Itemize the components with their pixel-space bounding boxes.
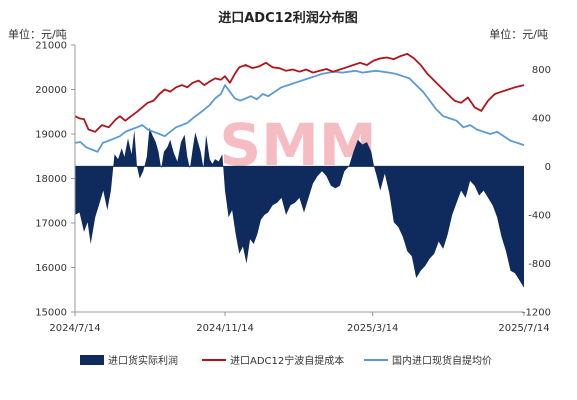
axes: 15000 16000 17000 18000 19000 20000 21000 -1200… xyxy=(35,41,551,335)
x-tick-label: 2024/7/14 xyxy=(49,323,100,334)
left-tick-label: 17000 xyxy=(35,219,67,230)
right-tick-label: -800 xyxy=(528,259,551,270)
legend-price: 国内进口现货自提均价 xyxy=(364,354,492,367)
right-tick-label: -400 xyxy=(528,210,551,221)
right-axis-unit: 单位：元/吨 xyxy=(489,27,548,41)
legend-profit: 进口货实际利润 xyxy=(80,354,178,367)
legend-cost: 进口ADC12宁波自提成本 xyxy=(202,354,344,367)
left-tick-label: 18000 xyxy=(35,174,67,185)
legend-label: 国内进口现货自提均价 xyxy=(392,354,492,367)
left-tick-label: 16000 xyxy=(35,263,67,274)
price-line xyxy=(74,69,525,153)
x-tick-label: 2025/7/14 xyxy=(498,323,549,334)
right-tick-label: 0 xyxy=(545,162,551,173)
right-tick-label: -1200 xyxy=(522,308,551,319)
left-tick-label: 15000 xyxy=(35,308,67,319)
profit-area xyxy=(75,127,524,288)
legend: 进口货实际利润 进口ADC12宁波自提成本 国内进口现货自提均价 xyxy=(80,354,492,367)
x-tick-label: 2024/11/14 xyxy=(196,323,254,334)
right-tick-label: 400 xyxy=(532,113,551,124)
legend-label: 进口ADC12宁波自提成本 xyxy=(230,354,344,367)
right-tick-label: 800 xyxy=(532,65,551,76)
left-tick-label: 20000 xyxy=(35,85,67,96)
legend-swatch xyxy=(80,355,104,365)
left-tick-label: 21000 xyxy=(35,41,67,52)
cost-line xyxy=(74,53,525,133)
legend-label: 进口货实际利润 xyxy=(108,354,178,367)
left-axis-unit: 单位：元/吨 xyxy=(8,27,67,41)
plot-area xyxy=(74,53,525,288)
x-tick-label: 2025/3/14 xyxy=(347,323,398,334)
chart-title: 进口ADC12利润分布图 xyxy=(218,10,357,26)
left-tick-label: 19000 xyxy=(35,130,67,141)
